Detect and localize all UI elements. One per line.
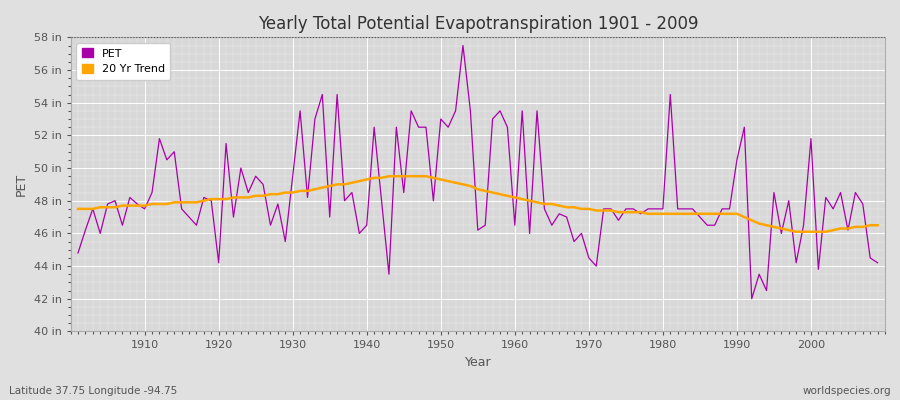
Text: worldspecies.org: worldspecies.org xyxy=(803,386,891,396)
Text: Latitude 37.75 Longitude -94.75: Latitude 37.75 Longitude -94.75 xyxy=(9,386,177,396)
Legend: PET, 20 Yr Trend: PET, 20 Yr Trend xyxy=(76,43,170,80)
X-axis label: Year: Year xyxy=(464,356,491,369)
Title: Yearly Total Potential Evapotranspiration 1901 - 2009: Yearly Total Potential Evapotranspiratio… xyxy=(257,15,698,33)
Y-axis label: PET: PET xyxy=(15,173,28,196)
